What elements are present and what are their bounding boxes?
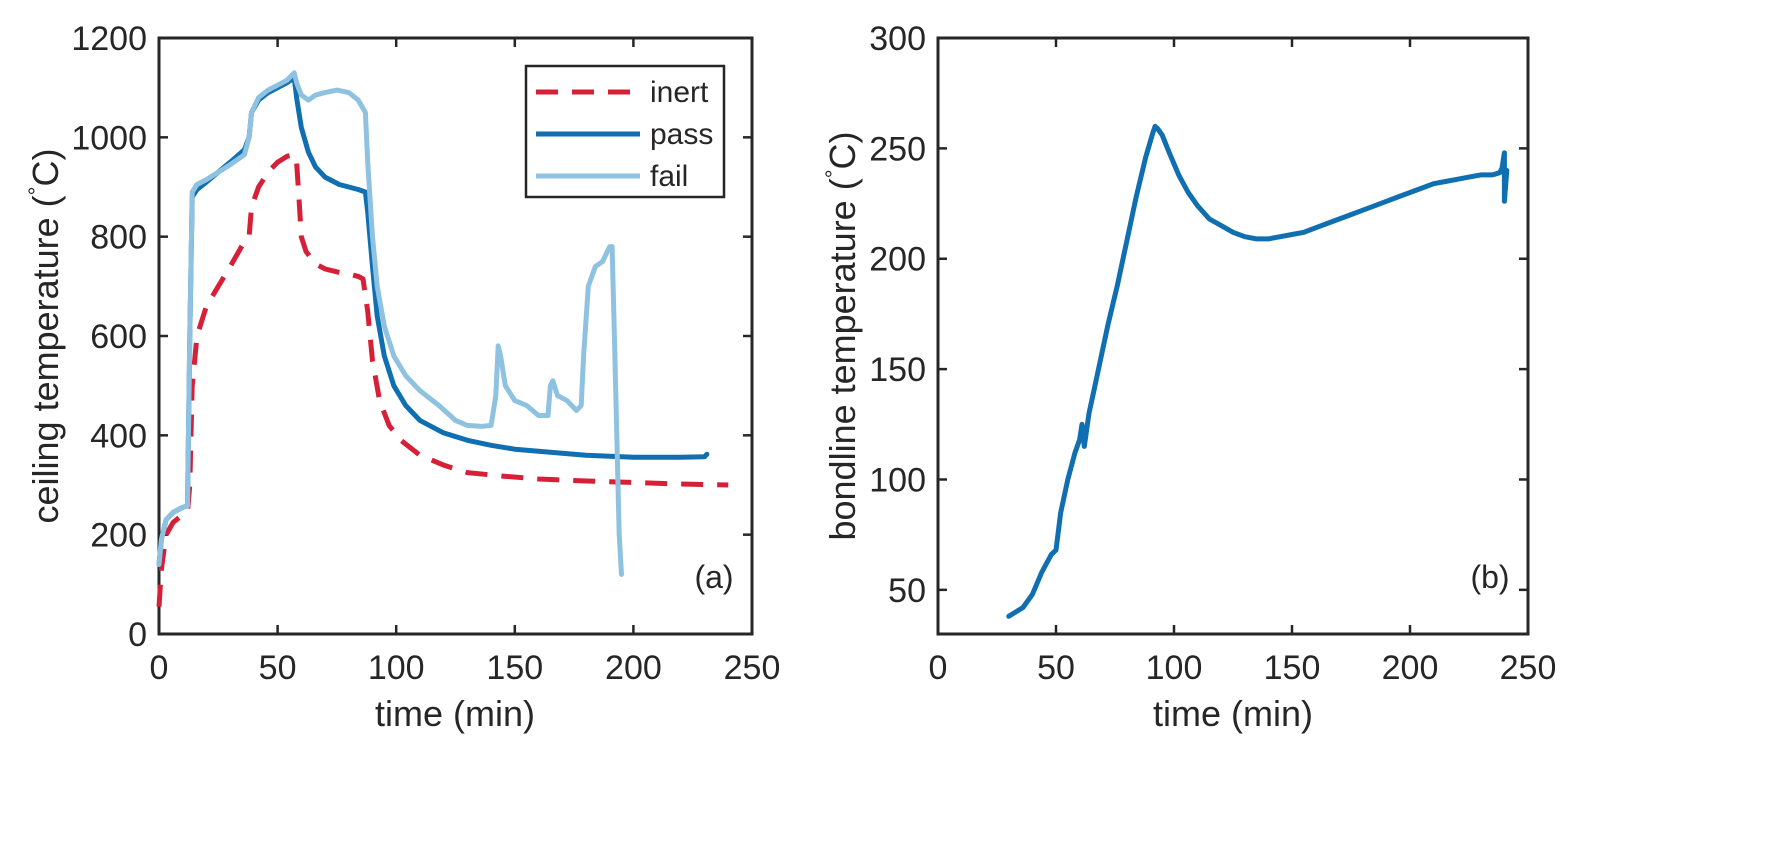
legend-label-fail: fail [650,160,688,193]
x-tick-label: 200 [1382,649,1439,687]
y-tick-label: 800 [90,219,147,257]
y-tick-label: 200 [90,517,147,555]
y-tick-label: 600 [90,318,147,356]
panel-b-ticks [936,36,1530,634]
panel-b-x-axis-title: time (min) [1153,693,1313,734]
panel-b-tick-labels: 0 50 100 150 200 250 50 100 150 200 250 300 [869,20,1556,687]
x-tick-label: 50 [259,649,297,687]
panel-a-ceiling-temperature: 0 50 100 150 200 250 0 200 400 600 800 1000 1200 tim… [24,20,780,734]
y-tick-label: 100 [869,461,926,499]
panel-b-y-axis-title: bondline temperature (°C) [821,131,863,540]
series-line-pass [156,75,710,567]
y-tick-label: 250 [869,130,926,168]
panel-a-series [156,70,729,607]
y-tick-label: 1000 [71,119,147,157]
legend-label-inert: inert [650,76,709,109]
legend: inert pass fail [524,64,726,199]
y-tick-label: 150 [869,351,926,389]
panel-a-y-axis-title: ceiling temperature (°C) [24,149,66,524]
x-tick-label: 0 [150,649,169,687]
x-tick-label: 200 [605,649,662,687]
y-tick-label: 1200 [71,20,147,58]
y-tick-label: 0 [128,616,147,654]
panel-a-label: (a) [694,559,733,595]
x-tick-label: 100 [1146,649,1203,687]
y-tick-label: 200 [869,241,926,279]
panel-b-label: (b) [1470,559,1509,595]
series-line-bondline [1006,123,1510,619]
panel-b-plot-frame [936,36,1530,636]
panel-a-tick-labels: 0 50 100 150 200 250 0 200 400 600 800 1000 1200 [71,20,780,687]
x-tick-label: 50 [1037,649,1075,687]
x-tick-label: 100 [368,649,425,687]
panel-b-series [1006,123,1510,619]
series-line-fail [156,70,624,577]
panel-b-bondline-temperature: 0 50 100 150 200 250 50 100 150 200 250 300 time (m… [821,20,1556,734]
y-tick-label: 400 [90,417,147,455]
panel-a-x-axis-title: time (min) [375,693,535,734]
x-tick-label: 150 [1264,649,1321,687]
x-tick-label: 250 [724,649,781,687]
legend-label-pass: pass [650,118,713,151]
x-tick-label: 150 [486,649,543,687]
x-tick-label: 0 [929,649,948,687]
series-line-inert [156,152,729,607]
x-tick-label: 250 [1500,649,1557,687]
y-tick-label: 300 [869,20,926,58]
y-tick-label: 50 [888,572,926,610]
panel-a-ticks [157,36,754,636]
